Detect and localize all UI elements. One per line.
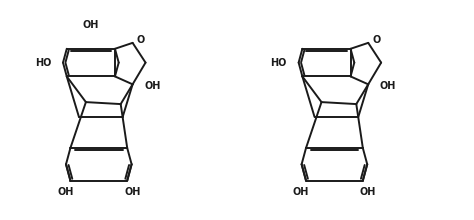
Text: HO: HO [35,58,51,68]
Text: OH: OH [57,187,73,197]
Text: OH: OH [144,81,161,91]
Text: OH: OH [360,187,376,197]
Text: OH: OH [293,187,309,197]
Text: OH: OH [82,20,99,30]
Text: OH: OH [380,81,396,91]
Text: O: O [372,35,380,45]
Text: OH: OH [124,187,140,197]
Text: HO: HO [270,58,287,68]
Text: O: O [137,35,145,45]
